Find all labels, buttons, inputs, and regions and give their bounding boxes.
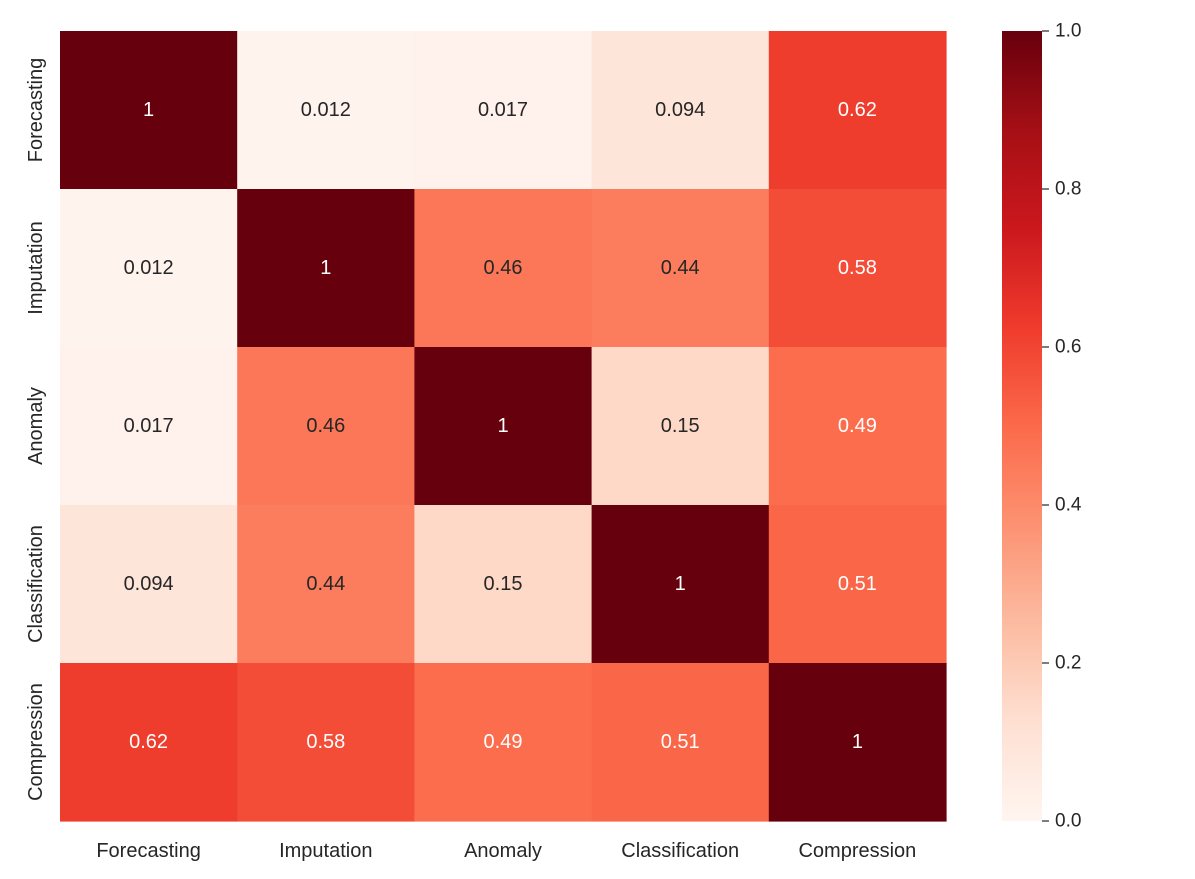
cell-annotation: 0.15 (484, 573, 523, 595)
x-tick-label-imputation: Imputation (279, 840, 372, 862)
heatmap-cell-imputation-compression (768, 189, 947, 348)
cell-annotation: 0.094 (655, 99, 705, 121)
heatmap-cell-classification-imputation (237, 505, 415, 664)
heatmap-cell-classification-compression (768, 505, 947, 664)
heatmap-cell-imputation-imputation (237, 189, 415, 348)
cell-annotation: 1 (143, 99, 154, 121)
y-tick-label-forecasting: Forecasting (25, 58, 47, 163)
y-axis-ticks: Forecasting Imputation Anomaly Classificati… (25, 58, 47, 801)
cell-annotation: 0.58 (306, 731, 345, 753)
heatmap-cell-anomaly-forecasting (60, 347, 238, 506)
heatmap-cell-forecasting-forecasting (60, 31, 238, 190)
heatmap-cell-forecasting-imputation (237, 31, 415, 190)
y-tick-label-compression: Compression (25, 683, 47, 801)
x-axis-ticks: Forecasting Imputation Anomaly Classificati… (96, 840, 916, 862)
heatmap-cells: 1 0.012 0.017 0.094 0.62 0.012 1 0.46 0.44 0.58 0.… (60, 31, 947, 822)
heatmap-cell-forecasting-anomaly (414, 31, 593, 190)
heatmap-cell-anomaly-classification (591, 347, 770, 506)
colorbar-tick-label: 0.6 (1055, 337, 1081, 358)
colorbar: 0.0 0.2 0.4 0.6 0.8 1.0 (1002, 21, 1082, 832)
cell-annotation: 0.44 (661, 257, 700, 279)
heatmap-cell-forecasting-compression (768, 31, 947, 190)
heatmap-cell-classification-classification (591, 505, 770, 664)
cell-annotation: 0.58 (838, 257, 877, 279)
cell-annotation: 0.46 (484, 257, 523, 279)
colorbar-gradient-bar (1002, 31, 1042, 821)
colorbar-tick-label: 0.4 (1055, 495, 1082, 516)
heatmap-cell-anomaly-anomaly (414, 347, 593, 506)
cell-annotation: 0.46 (306, 415, 345, 437)
cell-annotation: 0.49 (838, 415, 877, 437)
heatmap-cell-compression-compression (768, 663, 947, 822)
cell-annotation: 0.094 (124, 573, 174, 595)
cell-annotation: 0.012 (124, 257, 174, 279)
x-tick-label-compression: Compression (798, 840, 916, 862)
heatmap-cell-classification-forecasting (60, 505, 238, 664)
y-tick-label-anomaly: Anomaly (25, 387, 47, 465)
cell-annotation: 1 (497, 415, 508, 437)
x-tick-label-anomaly: Anomaly (464, 840, 542, 862)
x-tick-label-forecasting: Forecasting (96, 840, 201, 862)
cell-annotation: 0.15 (661, 415, 700, 437)
cell-annotation: 1 (320, 257, 331, 279)
cell-annotation: 0.017 (478, 99, 528, 121)
cell-annotation: 0.017 (124, 415, 174, 437)
cell-annotation: 0.012 (301, 99, 351, 121)
heatmap-cell-imputation-forecasting (60, 189, 238, 348)
x-tick-label-classification: Classification (621, 840, 739, 862)
heatmap-cell-compression-forecasting (60, 663, 238, 822)
heatmap-cell-compression-anomaly (414, 663, 593, 822)
cell-annotation: 0.49 (484, 731, 523, 753)
cell-annotation: 0.51 (838, 573, 877, 595)
heatmap-cell-anomaly-compression (768, 347, 947, 506)
cell-annotation: 0.62 (838, 99, 877, 121)
heatmap-cell-classification-anomaly (414, 505, 593, 664)
cell-annotation: 1 (852, 731, 863, 753)
y-tick-label-classification: Classification (25, 525, 47, 643)
cell-annotation: 0.51 (661, 731, 700, 753)
cell-annotation: 0.62 (129, 731, 168, 753)
colorbar-tick-label: 0.2 (1055, 653, 1081, 674)
colorbar-tick-label: 0.0 (1055, 811, 1081, 832)
heatmap-cell-imputation-anomaly (414, 189, 593, 348)
heatmap-cell-imputation-classification (591, 189, 770, 348)
cell-annotation: 1 (675, 573, 686, 595)
heatmap-cell-forecasting-classification (591, 31, 770, 190)
colorbar-tick-label: 1.0 (1055, 21, 1081, 42)
heatmap-cell-compression-imputation (237, 663, 415, 822)
y-tick-label-imputation: Imputation (25, 221, 47, 314)
colorbar-tick-label: 0.8 (1055, 179, 1081, 200)
cell-annotation: 0.44 (306, 573, 345, 595)
heatmap-cell-anomaly-imputation (237, 347, 415, 506)
heatmap-cell-compression-classification (591, 663, 770, 822)
